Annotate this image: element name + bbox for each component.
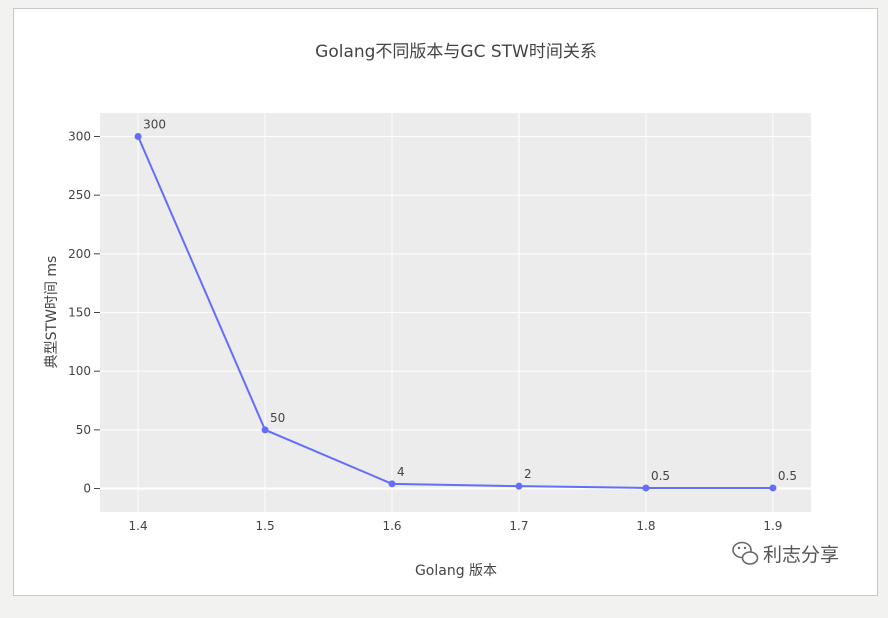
y-axis-title: 典型STW时间 ms <box>44 256 60 369</box>
data-label: 300 <box>143 117 166 131</box>
x-tick-label: 1.8 <box>636 519 655 533</box>
y-tick-label: 100 <box>68 364 91 378</box>
y-axis-ticks: 0 50 100 150 200 250 300 <box>68 129 100 496</box>
x-tick-label: 1.9 <box>763 519 782 533</box>
y-gridlines <box>100 135 811 490</box>
series-group <box>134 132 777 492</box>
chart-title: Golang不同版本与GC STW时间关系 <box>315 42 597 62</box>
x-axis-title: Golang 版本 <box>415 563 497 579</box>
x-tick-label: 1.4 <box>129 519 148 533</box>
y-tick-label: 200 <box>68 247 91 261</box>
data-label: 4 <box>397 465 405 479</box>
data-label: 2 <box>524 467 532 481</box>
data-point <box>642 484 650 492</box>
y-tick-label: 250 <box>68 188 91 202</box>
data-label: 0.5 <box>778 469 797 483</box>
data-label: 50 <box>270 411 285 425</box>
x-tick-label: 1.5 <box>256 519 275 533</box>
y-tick-label: 50 <box>76 423 91 437</box>
wechat-icon <box>732 541 759 565</box>
watermark: 利志分享 <box>732 541 839 566</box>
watermark-text: 利志分享 <box>763 544 839 566</box>
x-tick-label: 1.6 <box>382 519 401 533</box>
data-point <box>261 426 269 434</box>
data-point <box>515 482 523 490</box>
series-line <box>137 136 773 489</box>
x-tick-label: 1.7 <box>509 519 528 533</box>
x-axis-ticks: 1.4 1.5 1.6 1.7 1.8 1.9 <box>129 519 783 533</box>
data-label: 0.5 <box>651 469 670 483</box>
data-point <box>769 484 777 492</box>
y-tick-label: 0 <box>83 482 91 496</box>
y-tick-label: 150 <box>68 306 91 320</box>
data-labels: 300 50 4 2 0.5 0.5 <box>143 117 797 482</box>
data-point <box>134 132 142 140</box>
y-tick-label: 300 <box>68 129 91 143</box>
data-point <box>388 480 396 488</box>
